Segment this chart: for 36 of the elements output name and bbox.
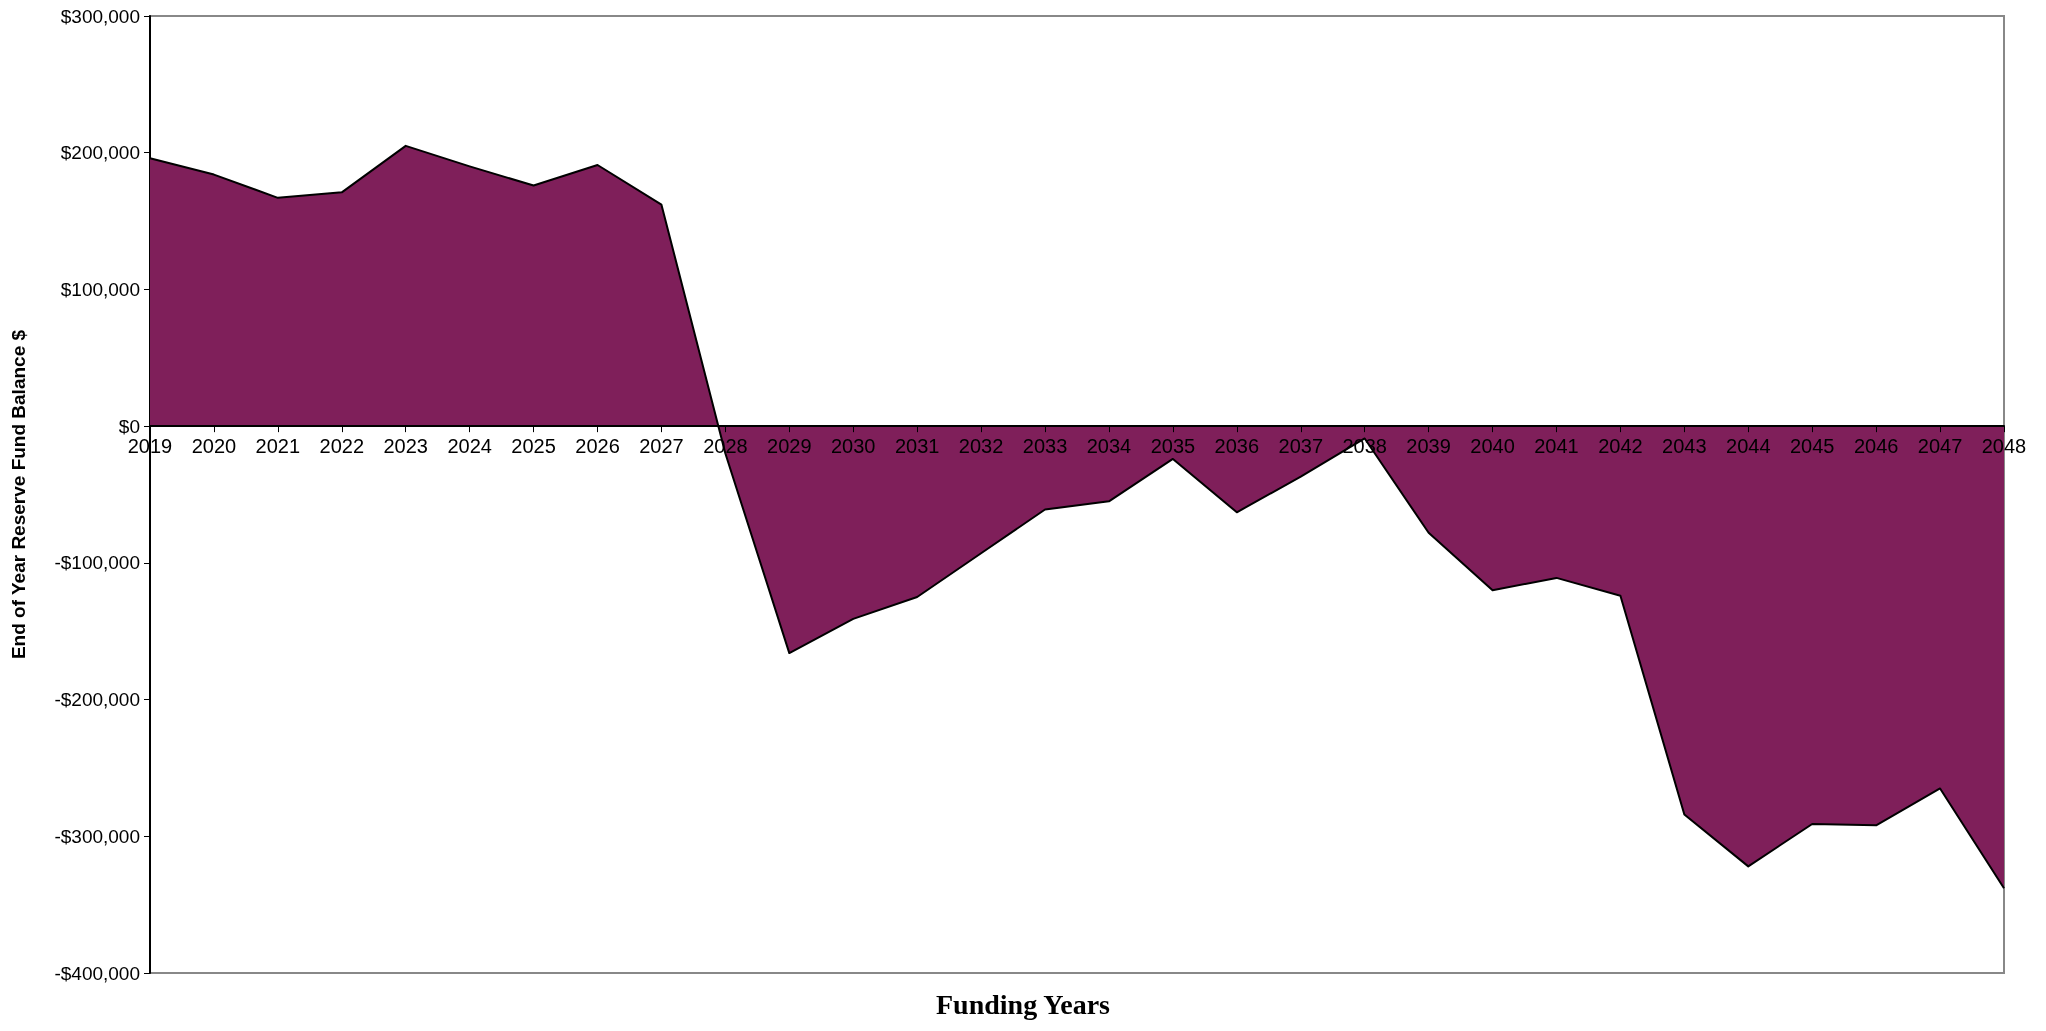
x-tick-label: 2040: [1470, 435, 1515, 458]
x-tick-label: 2044: [1726, 435, 1771, 458]
x-tick-label: 2020: [191, 435, 237, 458]
y-tick-label: $300,000: [60, 5, 140, 27]
x-tick-label: 2033: [1022, 435, 1068, 458]
x-axis-title: Funding Years: [935, 988, 1111, 1020]
x-tick-label: 2022: [319, 435, 365, 458]
x-tick-label: 2027: [639, 435, 684, 458]
x-tick-label: 2031: [894, 435, 940, 458]
y-tick-label: -$400,000: [54, 962, 140, 984]
x-tick-label: 2036: [1214, 435, 1260, 458]
x-tick-label: 2045: [1789, 435, 1835, 458]
y-tick-label: $200,000: [60, 142, 140, 164]
x-tick-label: 2021: [255, 435, 301, 458]
x-tick-label: 2039: [1406, 435, 1451, 458]
x-tick-label: 2026: [575, 435, 620, 458]
x-tick-label: 2035: [1150, 435, 1196, 458]
x-tick-label: 2029: [767, 435, 812, 458]
x-tick-label: 2047: [1917, 435, 1963, 458]
x-tick-label: 2023: [383, 435, 428, 458]
y-tick-label: -$100,000: [54, 552, 140, 574]
y-tick-label: -$200,000: [54, 689, 140, 711]
y-tick-label: -$300,000: [54, 825, 140, 847]
x-tick-label: 2030: [830, 435, 876, 458]
x-tick-label: 2041: [1534, 435, 1579, 458]
y-tick-label: $100,000: [60, 278, 140, 300]
x-tick-label: 2024: [447, 435, 492, 458]
x-tick-label: 2032: [958, 435, 1004, 458]
x-tick-label: 2042: [1598, 435, 1643, 458]
y-tick-label: $0: [118, 415, 140, 437]
x-tick-label: 2037: [1278, 435, 1324, 458]
x-tick-label: 2034: [1086, 435, 1132, 458]
x-tick-label: 2025: [511, 435, 556, 458]
y-axis-title: End of Year Reserve Fund Balance $: [8, 329, 29, 660]
x-tick-label: 2043: [1662, 435, 1707, 458]
x-tick-label: 2046: [1853, 435, 1899, 458]
